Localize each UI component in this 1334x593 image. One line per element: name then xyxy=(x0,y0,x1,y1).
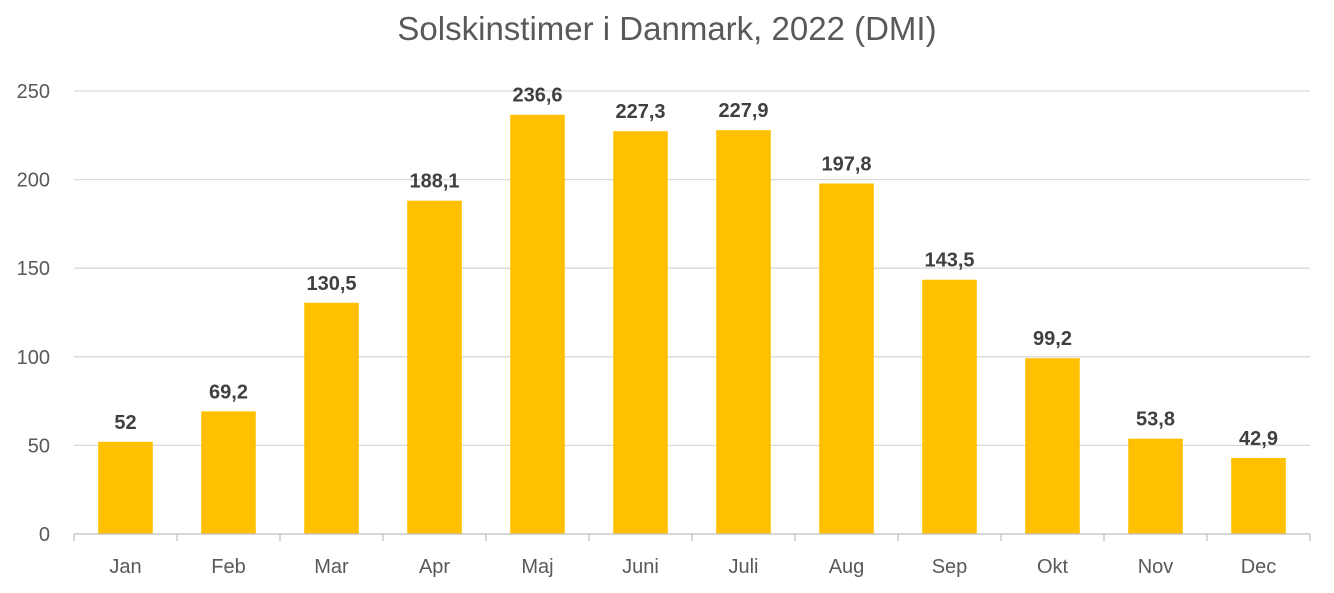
y-tick-label: 200 xyxy=(17,170,50,192)
x-tick-label: Mar xyxy=(314,556,349,578)
y-tick-label: 100 xyxy=(17,347,50,369)
data-label: 197,8 xyxy=(821,153,871,175)
bar-jan xyxy=(98,441,153,534)
y-tick-label: 150 xyxy=(17,258,50,280)
data-label: 99,2 xyxy=(1033,328,1072,350)
x-tick-label: Sep xyxy=(932,556,968,578)
data-label: 227,3 xyxy=(615,101,665,123)
gridlines xyxy=(74,90,1310,447)
data-label: 188,1 xyxy=(409,171,459,193)
data-labels: 52 69,2 130,5 188,1 236,6 227,3 227,9 197,8 143,… xyxy=(114,85,1278,450)
y-tick-label: 0 xyxy=(39,524,50,546)
x-tick-label: Maj xyxy=(521,556,553,578)
bar-mar xyxy=(304,302,359,534)
data-label: 53,8 xyxy=(1136,409,1175,431)
y-axis-ticks: 0 50 100 150 200 250 xyxy=(17,81,50,546)
data-label: 52 xyxy=(114,412,136,434)
bar-feb xyxy=(201,411,256,534)
x-tick-label: Jan xyxy=(109,556,141,578)
x-axis xyxy=(73,533,1311,541)
bars xyxy=(98,114,1286,534)
x-tick-label: Dec xyxy=(1241,556,1277,578)
x-tick-label: Feb xyxy=(211,556,245,578)
data-label: 236,6 xyxy=(512,85,562,107)
data-label: 227,9 xyxy=(718,100,768,122)
x-tick-label: Nov xyxy=(1138,556,1174,578)
y-tick-label: 250 xyxy=(17,81,50,103)
data-label: 42,9 xyxy=(1239,428,1278,450)
bar-aug xyxy=(819,183,874,534)
x-axis-ticks: Jan Feb Mar Apr Maj Juni Juli Aug Sep Okt Nov Dec xyxy=(109,556,1276,578)
bar-okt xyxy=(1025,358,1080,534)
bar-dec xyxy=(1231,457,1286,534)
bar-apr xyxy=(407,200,462,534)
x-tick-label: Aug xyxy=(829,556,865,578)
data-label: 130,5 xyxy=(306,273,356,295)
bar-maj xyxy=(510,114,565,534)
x-tick-label: Juli xyxy=(728,556,758,578)
x-tick-label: Apr xyxy=(419,556,450,578)
data-label: 143,5 xyxy=(924,250,974,272)
chart-title: Solskinstimer i Danmark, 2022 (DMI) xyxy=(397,10,937,47)
x-tick-label: Juni xyxy=(622,556,659,578)
bar-juni xyxy=(613,131,668,534)
y-tick-label: 50 xyxy=(28,435,50,457)
bar-juli xyxy=(716,130,771,534)
bar-sep xyxy=(922,279,977,534)
bar-nov xyxy=(1128,438,1183,534)
data-label: 69,2 xyxy=(209,381,248,403)
x-tick-label: Okt xyxy=(1037,556,1069,578)
